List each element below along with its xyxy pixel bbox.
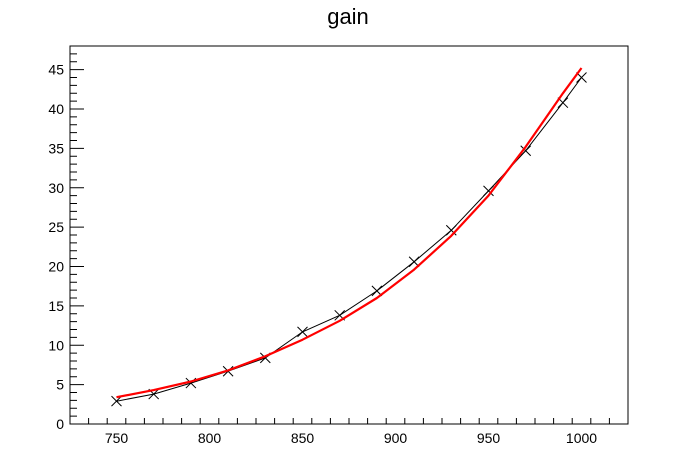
x-tick-label: 950 bbox=[477, 430, 501, 446]
data-point bbox=[483, 185, 494, 197]
y-tick-label: 25 bbox=[48, 219, 64, 235]
x-tick-label: 750 bbox=[105, 430, 129, 446]
y-tick-label: 10 bbox=[48, 337, 64, 353]
chart-title: gain bbox=[327, 4, 369, 29]
y-tick-label: 40 bbox=[48, 101, 64, 117]
y-tick-label: 15 bbox=[48, 298, 64, 314]
x-tick-label: 850 bbox=[291, 430, 315, 446]
x-tick-label: 900 bbox=[384, 430, 408, 446]
data-point bbox=[297, 326, 308, 338]
y-tick-label: 5 bbox=[56, 377, 64, 393]
data-line bbox=[116, 77, 582, 402]
y-tick-label: 20 bbox=[48, 259, 64, 275]
y-tick-label: 0 bbox=[56, 416, 64, 432]
data-point bbox=[520, 145, 532, 157]
fit-curve bbox=[116, 67, 583, 399]
data-point bbox=[445, 224, 457, 236]
data-point bbox=[111, 395, 122, 407]
x-tick-label: 800 bbox=[198, 430, 222, 446]
plot-frame bbox=[69, 45, 629, 425]
y-tick-label: 45 bbox=[48, 62, 64, 78]
y-tick-label: 35 bbox=[48, 140, 64, 156]
x-tick-label: 1000 bbox=[566, 430, 597, 446]
y-tick-label: 30 bbox=[48, 180, 64, 196]
